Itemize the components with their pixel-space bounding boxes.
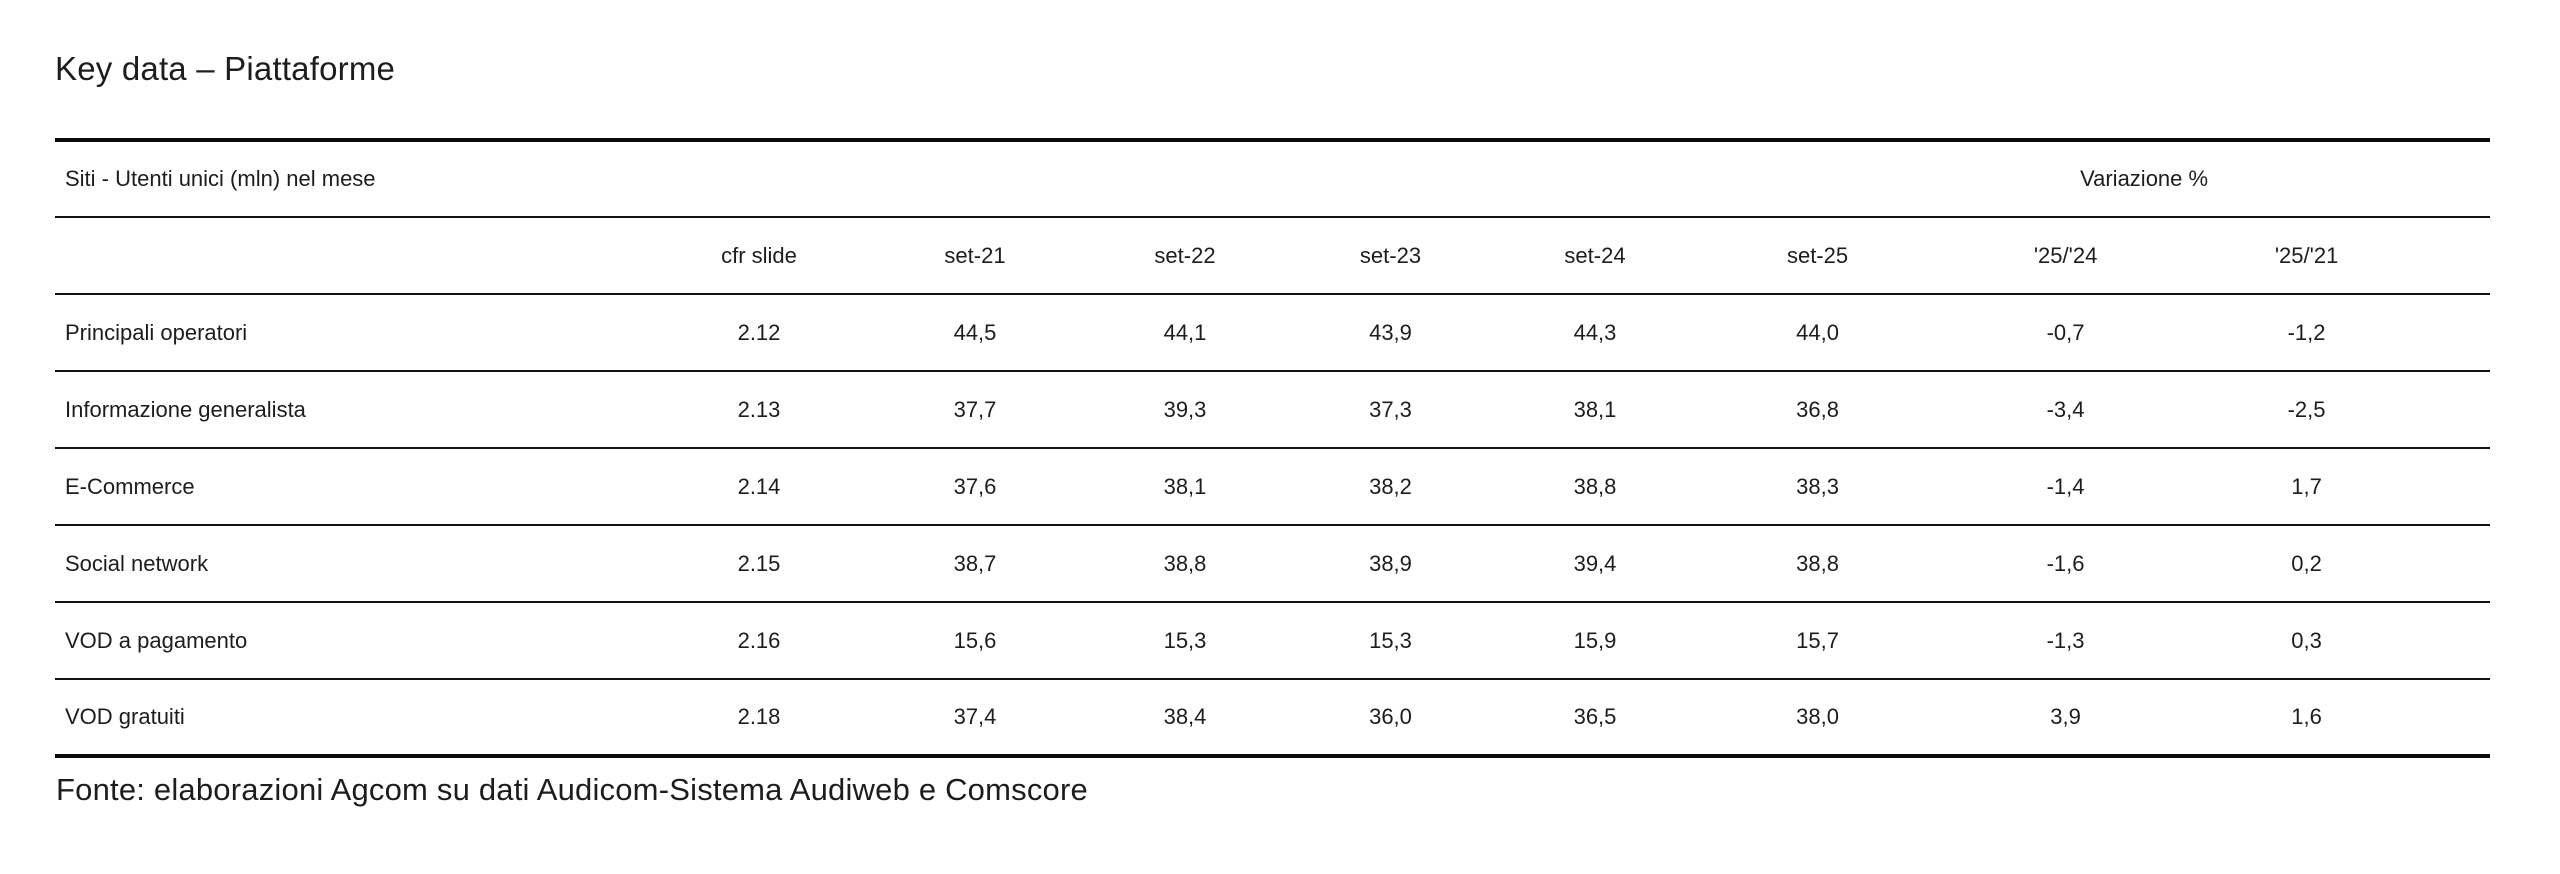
row-label: Social network	[65, 550, 209, 576]
row-label: VOD gratuiti	[65, 704, 185, 729]
table-column-header-row: cfr slide set-21 set-22 set-23 set-24 se…	[55, 217, 2491, 294]
cell-var-25-21: 0,3	[2291, 627, 2322, 653]
cell-cfr-slide: 2.13	[737, 396, 781, 422]
cell-cfr-slide: 2.15	[737, 550, 781, 576]
column-header-set-21: set-21	[944, 242, 1006, 268]
column-header-blank	[55, 217, 650, 294]
cell-set-21: 15,6	[953, 627, 997, 653]
cell-set-23: 38,2	[1369, 473, 1412, 499]
variazione-group-header: Variazione %	[2080, 166, 2209, 191]
cell-set-23: 37,3	[1369, 396, 1412, 422]
cell-var-25-24: -0,7	[2046, 319, 2085, 345]
table-row-vod-a-pagamento: VOD a pagamento 2.16 15,6 15,3 15,3 15,9…	[55, 602, 2491, 679]
cell-set-24: 36,5	[1573, 704, 1617, 729]
cell-set-23: 38,9	[1369, 550, 1412, 576]
cell-set-21: 38,7	[953, 550, 997, 576]
cell-set-21: 44,5	[953, 319, 997, 345]
table-row-e-commerce: E-Commerce 2.14 37,6 38,1 38,2 38,8 38,3…	[55, 448, 2491, 525]
cell-set-23: 43,9	[1369, 319, 1412, 345]
table-row-informazione-generalista: Informazione generalista 2.13 37,7 39,3 …	[55, 371, 2491, 448]
cell-set-25: 38,0	[1796, 704, 1839, 729]
row-label: E-Commerce	[65, 473, 195, 499]
column-header-var-25-24: '25/'24	[2033, 242, 2098, 268]
cell-set-24: 15,9	[1573, 627, 1617, 653]
table-row-vod-gratuiti: VOD gratuiti 2.18 37,4 38,4 36,0 36,5 38…	[55, 679, 2491, 756]
cell-set-23: 15,3	[1369, 627, 1412, 653]
cell-set-21: 37,7	[953, 396, 997, 422]
row-label: VOD a pagamento	[65, 627, 248, 653]
cell-var-25-24: -1,4	[2046, 473, 2085, 499]
page-title: Key data – Piattaforme	[55, 50, 396, 87]
cell-set-24: 44,3	[1573, 319, 1617, 345]
cell-set-24: 38,8	[1573, 473, 1617, 499]
cell-var-25-24: -1,3	[2046, 627, 2085, 653]
cell-set-21: 37,4	[953, 704, 997, 729]
cell-var-25-21: 0,2	[2291, 550, 2322, 576]
table-row-principali-operatori: Principali operatori 2.12 44,5 44,1 43,9…	[55, 294, 2491, 371]
cell-set-25: 38,3	[1796, 473, 1839, 499]
cell-set-22: 15,3	[1163, 627, 1207, 653]
table-row-social-network: Social network 2.15 38,7 38,8 38,9 39,4 …	[55, 525, 2491, 602]
cell-set-24: 38,1	[1573, 396, 1617, 422]
table-group-header-row: Siti - Utenti unici (mln) nel mese Varia…	[55, 140, 2491, 217]
section-header: Siti - Utenti unici (mln) nel mese	[65, 166, 376, 191]
cell-set-23: 36,0	[1369, 704, 1412, 729]
table-head: Siti - Utenti unici (mln) nel mese Varia…	[55, 140, 2491, 294]
cell-cfr-slide: 2.12	[737, 319, 781, 345]
cell-set-21: 37,6	[953, 473, 997, 499]
cell-var-25-21: 1,6	[2291, 704, 2322, 729]
cell-var-25-24: -1,6	[2046, 550, 2085, 576]
cell-set-22: 38,1	[1163, 473, 1207, 499]
column-header-set-23: set-23	[1359, 242, 1422, 268]
cell-set-25: 38,8	[1796, 550, 1839, 576]
column-header-cfr-slide: cfr slide	[721, 242, 797, 268]
key-data-table: Siti - Utenti unici (mln) nel mese Varia…	[55, 138, 2491, 758]
column-header-set-25: set-25	[1786, 242, 1849, 268]
table-body: Principali operatori 2.12 44,5 44,1 43,9…	[55, 294, 2491, 756]
cell-cfr-slide: 2.18	[737, 704, 781, 729]
cell-cfr-slide: 2.14	[737, 473, 781, 499]
column-header-var-25-21: '25/'21	[2274, 242, 2339, 268]
cell-set-25: 44,0	[1796, 319, 1839, 345]
cell-set-24: 39,4	[1573, 550, 1617, 576]
cell-set-22: 38,4	[1163, 704, 1207, 729]
cell-var-25-24: -3,4	[2046, 396, 2085, 422]
row-label: Principali operatori	[65, 319, 248, 345]
cell-set-22: 44,1	[1163, 319, 1207, 345]
cell-var-25-21: 1,7	[2291, 473, 2322, 499]
cell-cfr-slide: 2.16	[737, 627, 781, 653]
row-label: Informazione generalista	[65, 396, 306, 422]
cell-set-22: 39,3	[1163, 396, 1207, 422]
column-header-set-24: set-24	[1564, 242, 1626, 268]
cell-var-25-21: -1,2	[2287, 319, 2326, 345]
column-header-set-22: set-22	[1154, 242, 1216, 268]
cell-set-22: 38,8	[1163, 550, 1207, 576]
source-note: Fonte: elaborazioni Agcom su dati Audico…	[56, 772, 1088, 807]
cell-set-25: 36,8	[1796, 396, 1839, 422]
cell-var-25-21: -2,5	[2287, 396, 2326, 422]
cell-set-25: 15,7	[1796, 627, 1839, 653]
cell-var-25-24: 3,9	[2050, 704, 2081, 729]
